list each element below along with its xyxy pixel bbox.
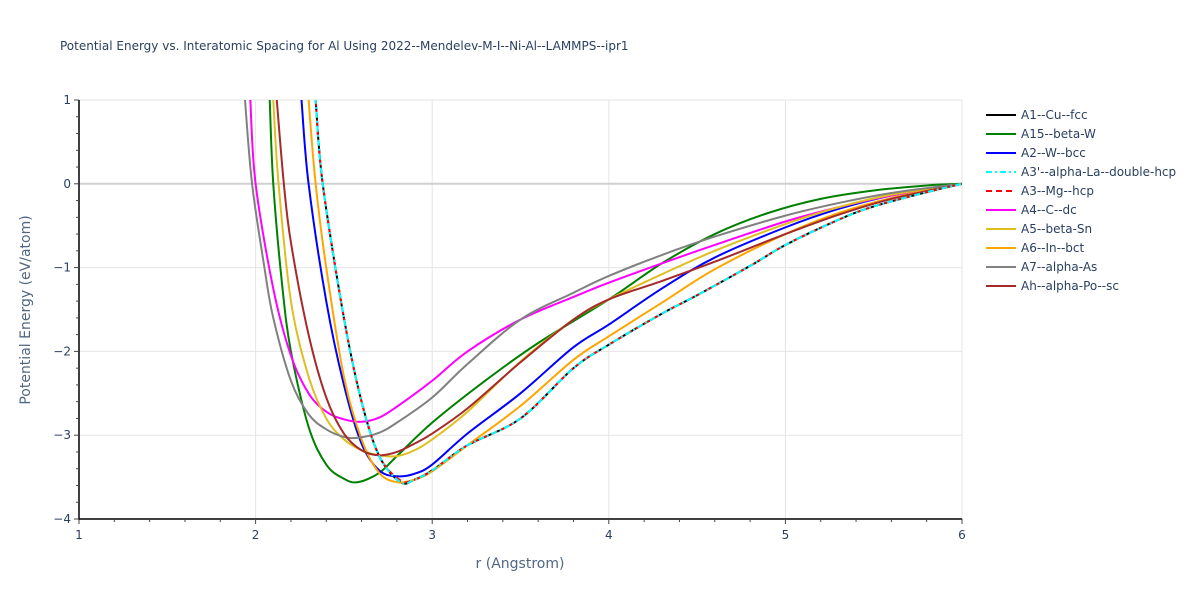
series-line-a5-beta-sn: [272, 100, 962, 458]
y-axis-title: Potential Energy (eV/atom): [18, 215, 34, 404]
legend-label: A3--Mg--hcp: [1021, 184, 1094, 198]
legend: A1--Cu--fcc A15--beta-W A2--W--bcc A3'--alp…: [986, 108, 1176, 293]
y-tick-label: −4: [53, 512, 71, 526]
series-line-a4-c-dc: [249, 100, 962, 423]
series-line-a15-beta-w: [268, 100, 962, 484]
legend-label: A1--Cu--fcc: [1021, 108, 1088, 122]
legend-item[interactable]: A4--C--dc: [986, 203, 1077, 217]
legend-item[interactable]: A1--Cu--fcc: [986, 108, 1088, 122]
series-line-a2-w-bcc: [300, 100, 962, 478]
legend-item[interactable]: A15--beta-W: [986, 127, 1096, 141]
series-line-a7-alpha-as: [244, 100, 962, 440]
x-tick-label: 2: [252, 528, 260, 542]
plot-area[interactable]: [243, 70, 962, 485]
legend-label: A4--C--dc: [1021, 203, 1077, 217]
legend-label: A2--W--bcc: [1021, 146, 1086, 160]
x-tick-label: 3: [428, 528, 436, 542]
legend-item[interactable]: A6--In--bct: [986, 241, 1085, 255]
y-tick-label: −2: [53, 344, 71, 358]
legend-item[interactable]: A2--W--bcc: [986, 146, 1086, 160]
legend-item[interactable]: A7--alpha-As: [986, 260, 1097, 274]
legend-item[interactable]: A3--Mg--hcp: [986, 184, 1094, 198]
legend-label: A15--beta-W: [1021, 127, 1096, 141]
legend-label: A5--beta-Sn: [1021, 222, 1092, 236]
x-axis-title: r (Angstrom): [476, 556, 565, 572]
y-tick-label: −3: [53, 428, 71, 442]
axes: 1 2 3 4 5 6 1 0 −1 −2 −3 −4: [53, 93, 966, 542]
legend-item[interactable]: A5--beta-Sn: [986, 222, 1092, 236]
series-line-ah-alpha-po-sc: [275, 100, 962, 457]
x-tick-label: 5: [782, 528, 790, 542]
y-tick-label: 0: [63, 177, 71, 191]
legend-label: A6--In--bct: [1021, 241, 1085, 255]
x-tick-label: 4: [605, 528, 613, 542]
grid-lines: [79, 99, 963, 519]
series-lines: [244, 100, 962, 485]
x-tick-label: 6: [958, 528, 966, 542]
legend-label: A7--alpha-As: [1021, 260, 1097, 274]
y-tick-label: −1: [53, 261, 71, 275]
x-tick-label: 1: [75, 528, 83, 542]
series-line-a3-alpha-la-double-hcp: [314, 100, 962, 485]
y-tick-label: 1: [63, 93, 71, 107]
chart-title: Potential Energy vs. Interatomic Spacing…: [60, 39, 629, 53]
legend-label: A3'--alpha-La--double-hcp: [1021, 165, 1176, 179]
legend-item[interactable]: Ah--alpha-Po--sc: [986, 279, 1119, 293]
legend-label: Ah--alpha-Po--sc: [1021, 279, 1119, 293]
legend-item[interactable]: A3'--alpha-La--double-hcp: [986, 165, 1176, 179]
